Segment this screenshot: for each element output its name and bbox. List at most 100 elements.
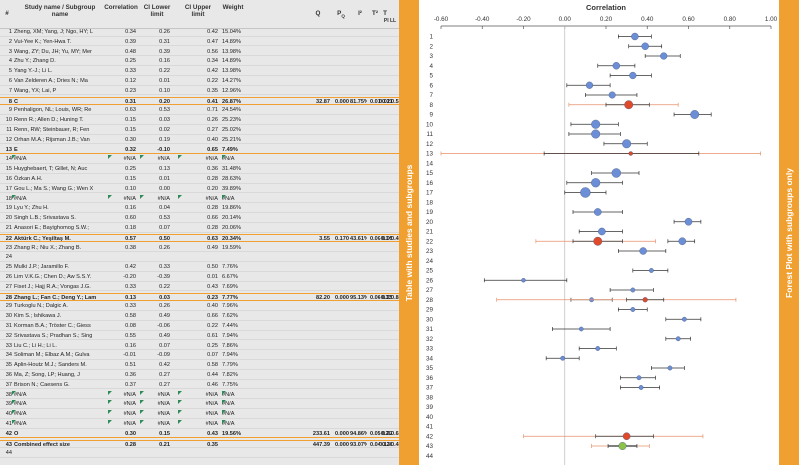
row-weight: 7.94% <box>222 332 238 339</box>
row-t2: 0.01 <box>370 98 380 105</box>
y-tick-label: 20 <box>426 219 434 226</box>
table-row: 15 Huyghebaert, T; Gillet, N; Auc 0.25 0.13… <box>0 165 399 174</box>
y-tick-label: 41 <box>426 424 434 431</box>
row-pi-ul: 0.55 <box>391 98 399 105</box>
row-weight: 28.63% <box>222 176 241 182</box>
row-q: 447.39 <box>312 441 330 448</box>
row-t: 0.25 <box>382 294 392 301</box>
y-tick-label: 27 <box>426 287 434 294</box>
forest-plot-svg: Correlation -0.60 -0.40 -0.20 0.00 0.20 0.40 0.… <box>426 3 778 465</box>
x-tick-label: 0.20 <box>600 16 613 23</box>
error-indicator-icon <box>178 155 182 160</box>
row-num: 26 <box>5 274 12 280</box>
row-correlation: 0.36 <box>125 372 136 378</box>
row-num: 15 <box>5 166 12 173</box>
y-tick-label: 33 <box>426 346 434 353</box>
row-pi-ll: -0.14 <box>379 235 390 242</box>
row-study: Wang, ZY; Du, JH; Yu, MY; Mer <box>14 48 92 55</box>
row-correlation: 0.15 <box>125 176 136 182</box>
y-tick-label: 44 <box>426 453 434 460</box>
y-tick-label: 43 <box>426 443 434 450</box>
row-weight: 7.62% <box>222 313 238 320</box>
row-study: Van Zelderen A.; Dries N.; Ma <box>14 78 88 84</box>
table-row: 16 Özkan A.H. 0.15 0.01 0.28 28.63% <box>0 175 399 184</box>
row-correlation: 0.15 <box>125 117 136 124</box>
row-correlation: 0.32 <box>125 146 136 153</box>
row-ci-upper: 0.36 <box>207 166 218 173</box>
table-row: 20 Singh L.B.; Srivastava S. 0.60 0.53 0.66 2… <box>0 214 399 223</box>
y-tick-label: 30 <box>426 316 434 323</box>
row-num: 16 <box>5 176 12 182</box>
row-num: 33 <box>5 342 12 349</box>
row-correlation: 0.16 <box>125 205 136 212</box>
row-study: Zhang L.; Fan C.; Deng Y.; Lam <box>14 294 97 301</box>
row-t2: 0.06 <box>370 294 380 301</box>
table-row: 29 Turkoglu N.; Dalgic A. 0.33 0.26 0.40 7.96… <box>0 302 399 312</box>
y-tick-label: 1 <box>429 34 433 41</box>
row-ci-upper: 0.01 <box>207 274 218 280</box>
study-point <box>690 110 700 119</box>
table-row: 5 Yang Y.-J.; Li L. 0.33 0.22 0.42 13.98% <box>0 67 399 76</box>
row-ci-upper: 0.43 <box>207 283 218 290</box>
row-num: 8 <box>8 98 12 105</box>
row-num: 25 <box>5 264 12 271</box>
row-ci-lower: 0.53 <box>159 215 170 222</box>
row-correlation: 0.28 <box>125 441 136 448</box>
row-correlation: 0.30 <box>125 136 136 143</box>
row-study: #N/A <box>14 421 27 427</box>
study-point <box>667 365 673 371</box>
y-tick-label: 37 <box>426 385 434 392</box>
row-weight: #N/A <box>222 195 235 202</box>
y-tick-label: 40 <box>426 414 434 421</box>
error-indicator-icon <box>178 194 182 199</box>
row-study: Özkan A.H. <box>14 176 43 182</box>
row-ci-upper: 0.47 <box>207 38 218 45</box>
header-q: Q <box>315 10 321 17</box>
row-pi-ll: 0.02 <box>379 98 390 105</box>
table-row: 2 Vui-Yee K.; Yen-Hwa T. 0.39 0.31 0.47 14.89… <box>0 38 399 47</box>
row-ci-upper: 0.27 <box>207 127 218 133</box>
row-study: #N/A <box>14 195 27 202</box>
row-correlation: #N/A <box>123 401 136 408</box>
row-study: Brison N.; Caesens G. <box>14 381 70 388</box>
subgroup-point <box>624 100 634 110</box>
header-pq: PQ <box>337 10 345 19</box>
row-study: Srivastava S.; Pradhan S.; Sing <box>14 332 93 339</box>
study-point <box>660 52 668 60</box>
row-weight: 7.76% <box>222 264 238 271</box>
row-weight: 7.79% <box>222 362 238 369</box>
table-band: Table with studies and subgroups <box>399 0 419 465</box>
row-ci-upper: 0.41 <box>207 98 218 105</box>
error-indicator-icon <box>222 420 226 424</box>
row-correlation: 0.33 <box>125 283 136 290</box>
row-study: Huyghebaert, T; Gillet, N; Auc <box>14 166 88 173</box>
row-correlation: 0.18 <box>125 225 136 231</box>
row-t: 0.11 <box>382 98 392 105</box>
error-indicator-icon <box>140 390 144 395</box>
row-ci-upper: 0.35 <box>207 441 218 448</box>
row-weight: #N/A <box>222 391 235 398</box>
row-ci-lower: #N/A <box>157 195 170 202</box>
row-ci-lower: 0.07 <box>159 342 170 349</box>
header-pi-ll: PI LL <box>383 18 397 24</box>
row-study: Renn R.; Allen D.; Huning T. <box>14 117 84 124</box>
error-indicator-icon <box>140 410 144 415</box>
row-i2: 93.07% <box>350 441 367 448</box>
row-ci-lower: 0.27 <box>159 372 170 378</box>
row-num: 21 <box>5 225 12 231</box>
table-row: 4 Zhu Y.; Zhang D. 0.25 0.16 0.34 14.89% <box>0 57 399 67</box>
row-correlation: 0.39 <box>125 38 136 45</box>
row-ci-upper: 0.26 <box>207 117 218 124</box>
y-tick-label: 11 <box>426 131 433 138</box>
row-ci-upper: 0.28 <box>207 225 218 231</box>
row-weight: 6.67% <box>222 274 238 280</box>
row-correlation: 0.16 <box>125 342 136 349</box>
row-study: Zheng, XM; Yang, J; Ngo, HY; L <box>14 29 94 35</box>
row-weight: 20.34% <box>222 235 241 242</box>
row-correlation: #N/A <box>123 156 136 163</box>
row-ci-lower: 0.42 <box>159 362 170 369</box>
row-num: 24 <box>5 254 12 261</box>
row-weight: 31.48% <box>222 166 241 173</box>
row-ci-lower: 0.13 <box>159 166 170 173</box>
row-correlation: 0.25 <box>125 58 136 65</box>
